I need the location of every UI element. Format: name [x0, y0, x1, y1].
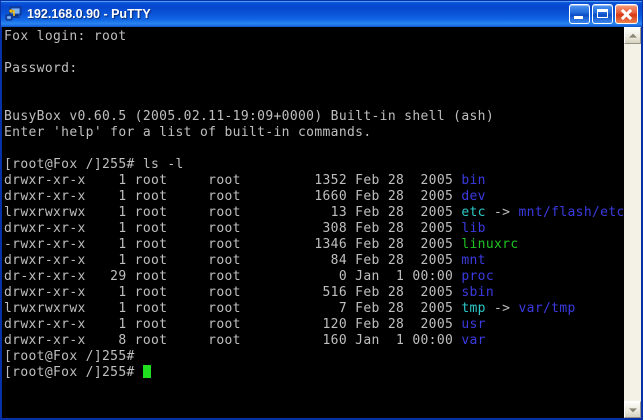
text-segment: mnt [461, 253, 486, 268]
ls-row-etc: lrwxrwxrwx 1 root root 13 Feb 28 2005 et… [4, 205, 623, 221]
help-hint: Enter 'help' for a list of built-in comm… [4, 125, 623, 141]
password-line: Password: [4, 61, 623, 77]
text-segment: dev [461, 189, 486, 204]
text-segment: drwxr-xr-x 1 root root 516 Feb 28 2005 [4, 285, 462, 300]
text-segment: lrwxrwxrwx 1 root root 7 Feb 28 2005 [4, 301, 462, 316]
prompt-cursor: [root@Fox /]255# [4, 365, 623, 381]
prompt-empty: [root@Fox /]255# [4, 349, 623, 365]
text-segment: tmp [461, 301, 486, 316]
ls-row-mnt: drwxr-xr-x 1 root root 84 Feb 28 2005 mn… [4, 253, 623, 269]
text-segment: -rwxr-xr-x 1 root root 1346 Feb 28 2005 [4, 237, 462, 252]
maximize-button[interactable] [592, 4, 613, 24]
text-segment: etc [461, 205, 486, 220]
busybox-banner: BusyBox v0.60.5 (2005.02.11-19:09+0000) … [4, 109, 623, 125]
ls-row-lib: drwxr-xr-x 1 root root 308 Feb 28 2005 l… [4, 221, 623, 237]
title-bar[interactable]: 192.168.0.90 - PuTTY [1, 1, 642, 27]
window-controls [569, 4, 638, 24]
text-segment: bin [461, 173, 486, 188]
text-segment: -> [485, 205, 519, 220]
text-segment: mnt/flash/etc [518, 205, 623, 220]
text-segment: var/tmp [518, 301, 576, 316]
ls-row-proc: dr-xr-xr-x 29 root root 0 Jan 1 00:00 pr… [4, 269, 623, 285]
ls-row-linuxrc: -rwxr-xr-x 1 root root 1346 Feb 28 2005 … [4, 237, 623, 253]
scrollbar-track[interactable] [624, 44, 641, 401]
scroll-up-button[interactable] [624, 27, 641, 44]
minimize-icon [574, 16, 583, 19]
text-segment: lib [461, 221, 486, 236]
text-segment: var [461, 333, 486, 348]
close-button[interactable] [615, 4, 638, 24]
prompt-ls: [root@Fox /]255# ls -l [4, 157, 623, 173]
text-segment: linuxrc [461, 237, 519, 252]
maximize-icon [597, 9, 608, 18]
blank-3 [4, 93, 623, 109]
text-segment: -> [485, 301, 519, 316]
window-title: 192.168.0.90 - PuTTY [27, 7, 151, 21]
ls-row-bin: drwxr-xr-x 1 root root 1352 Feb 28 2005 … [4, 173, 623, 189]
ls-row-tmp: lrwxrwxrwx 1 root root 7 Feb 28 2005 tmp… [4, 301, 623, 317]
text-segment: lrwxrwxrwx 1 root root 13 Feb 28 2005 [4, 205, 462, 220]
text-segment: drwxr-xr-x 1 root root 1352 Feb 28 2005 [4, 173, 462, 188]
login-line: Fox login: root [4, 29, 623, 45]
ls-row-sbin: drwxr-xr-x 1 root root 516 Feb 28 2005 s… [4, 285, 623, 301]
close-icon [616, 5, 637, 23]
ls-row-var: drwxr-xr-x 8 root root 160 Jan 1 00:00 v… [4, 333, 623, 349]
client-area: Fox login: root Password: BusyBox v0.60.5 … [1, 27, 642, 419]
text-segment: Enter 'help' for a list of built-in comm… [4, 125, 372, 140]
putty-computer-icon [5, 5, 23, 23]
blank-1 [4, 45, 623, 61]
text-segment: usr [461, 317, 486, 332]
blank-2 [4, 77, 623, 93]
scroll-up-arrow-icon [628, 33, 637, 38]
text-segment: dr-xr-xr-x 29 root root 0 Jan 1 00:00 [4, 269, 462, 284]
text-segment: sbin [461, 285, 495, 300]
terminal-output[interactable]: Fox login: root Password: BusyBox v0.60.5 … [2, 27, 623, 418]
text-segment: Fox login: root [4, 29, 127, 44]
text-segment: proc [461, 269, 495, 284]
ls-row-usr: drwxr-xr-x 1 root root 120 Feb 28 2005 u… [4, 317, 623, 333]
terminal-cursor [142, 365, 151, 378]
text-segment: drwxr-xr-x 8 root root 160 Jan 1 00:00 [4, 333, 462, 348]
ls-row-dev: drwxr-xr-x 1 root root 1660 Feb 28 2005 … [4, 189, 623, 205]
text-segment: drwxr-xr-x 1 root root 84 Feb 28 2005 [4, 253, 462, 268]
text-segment: [root@Fox /]255# ls -l [4, 157, 184, 172]
blank-4 [4, 141, 623, 157]
terminal-scrollbar[interactable] [623, 27, 641, 418]
scroll-down-button[interactable] [624, 401, 641, 418]
text-segment: drwxr-xr-x 1 root root 120 Feb 28 2005 [4, 317, 462, 332]
text-segment: drwxr-xr-x 1 root root 1660 Feb 28 2005 [4, 189, 462, 204]
text-segment: [root@Fox /]255# [4, 349, 143, 364]
text-segment: drwxr-xr-x 1 root root 308 Feb 28 2005 [4, 221, 462, 236]
text-segment: BusyBox v0.60.5 (2005.02.11-19:09+0000) … [4, 109, 494, 124]
text-segment: Password: [4, 61, 78, 76]
text-segment: [root@Fox /]255# [4, 365, 143, 380]
minimize-button[interactable] [569, 4, 590, 24]
scroll-down-arrow-icon [628, 407, 637, 412]
